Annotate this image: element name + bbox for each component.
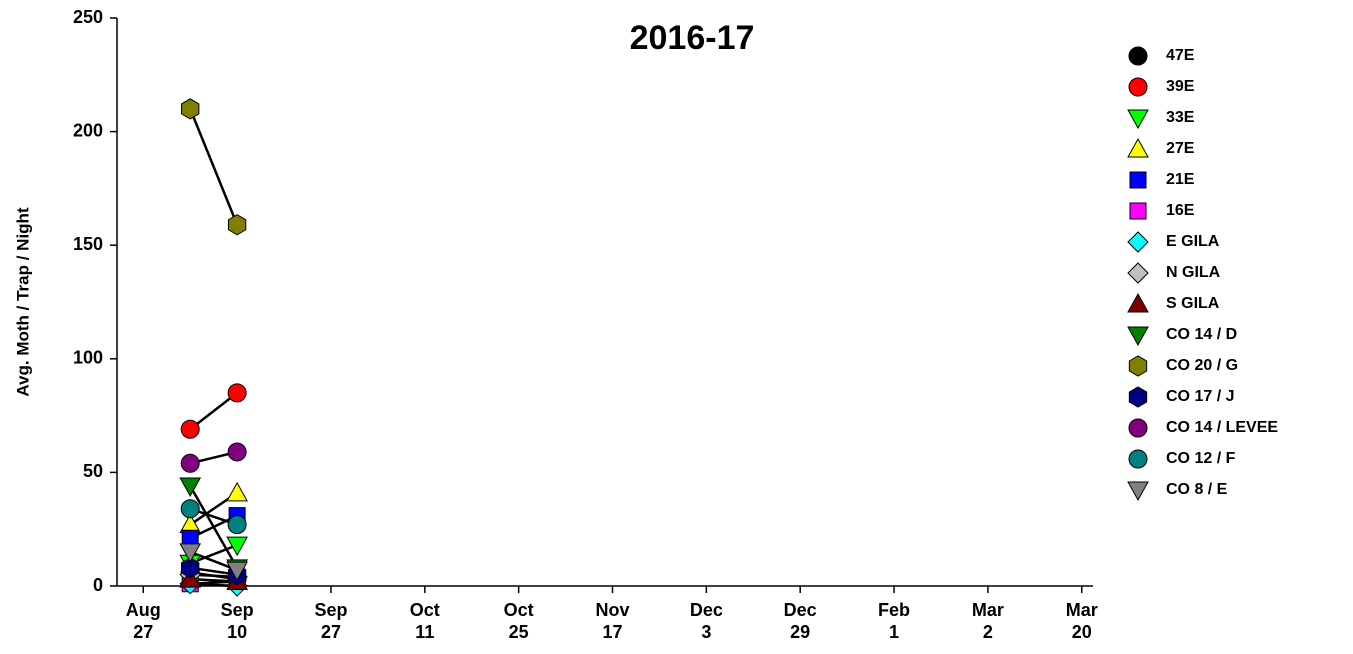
legend-marker xyxy=(1129,171,1147,189)
marker xyxy=(226,481,248,502)
legend-marker xyxy=(1127,231,1149,253)
legend-label: S GILA xyxy=(1166,295,1220,312)
marker xyxy=(179,477,202,498)
marker xyxy=(180,419,200,439)
x-tick-label: Mar 2 xyxy=(972,600,1004,642)
legend-marker xyxy=(1128,449,1148,469)
legend-marker xyxy=(1127,262,1149,284)
legend-label: 47E xyxy=(1166,47,1195,64)
x-tick-label: Dec 3 xyxy=(690,600,723,642)
legend-label: E GILA xyxy=(1166,233,1220,250)
y-tick-label: 200 xyxy=(73,120,103,140)
legend-label: CO 8 / E xyxy=(1166,481,1228,498)
marker xyxy=(227,515,247,535)
legend-marker xyxy=(1127,109,1149,130)
legend-label: 27E xyxy=(1166,140,1195,157)
legend-label: 39E xyxy=(1166,78,1195,95)
marker xyxy=(226,536,248,557)
legend-marker xyxy=(1127,137,1149,158)
legend-marker xyxy=(1128,386,1148,408)
legend-label: CO 17 / J xyxy=(1166,388,1234,405)
y-tick-label: 250 xyxy=(73,7,103,27)
legend-label: 21E xyxy=(1166,171,1195,188)
x-tick-label: Mar 20 xyxy=(1066,600,1098,642)
marker xyxy=(179,543,202,563)
legend-marker xyxy=(1128,355,1148,377)
y-tick-label: 0 xyxy=(93,575,103,595)
y-tick-label: 150 xyxy=(73,234,103,254)
x-tick-label: Sep 10 xyxy=(221,600,254,642)
x-tick-label: Feb 1 xyxy=(878,600,910,642)
marker xyxy=(181,98,200,120)
legend-label: CO 14 / D xyxy=(1166,326,1237,343)
x-tick-label: Oct 25 xyxy=(504,600,534,642)
marker xyxy=(181,557,200,579)
marker xyxy=(180,499,200,519)
legend-marker xyxy=(1127,292,1149,313)
x-tick-label: Aug 27 xyxy=(126,600,161,642)
x-tick-label: Oct 11 xyxy=(410,600,440,642)
legend-label: CO 20 / G xyxy=(1166,357,1238,374)
marker xyxy=(227,383,247,403)
legend-marker xyxy=(1127,326,1149,347)
marker xyxy=(227,214,247,236)
x-tick-label: Dec 29 xyxy=(784,600,817,642)
chart-title: 2016-17 xyxy=(630,19,755,57)
y-axis-label: Avg. Moth / Trap / Night xyxy=(13,207,32,397)
series-line xyxy=(189,543,238,565)
legend-marker xyxy=(1128,77,1148,97)
legend-label: CO 14 / LEVEE xyxy=(1166,419,1278,436)
x-tick-label: Sep 27 xyxy=(314,600,347,642)
legend-marker xyxy=(1128,46,1148,66)
series-line xyxy=(189,485,239,569)
legend-label: 33E xyxy=(1166,109,1195,126)
series-line xyxy=(189,391,238,431)
marker xyxy=(226,561,248,582)
legend-label: 16E xyxy=(1166,202,1195,219)
legend-marker xyxy=(1127,481,1149,502)
legend-label: CO 12 / F xyxy=(1166,450,1236,467)
marker xyxy=(180,453,200,473)
legend-label: N GILA xyxy=(1166,264,1221,281)
series-line xyxy=(189,108,239,226)
y-tick-label: 100 xyxy=(73,348,103,368)
marker xyxy=(227,442,247,462)
legend-marker xyxy=(1129,202,1147,220)
x-tick-label: Nov 17 xyxy=(595,600,629,642)
legend-marker xyxy=(1128,418,1148,438)
y-tick-label: 50 xyxy=(83,461,103,481)
